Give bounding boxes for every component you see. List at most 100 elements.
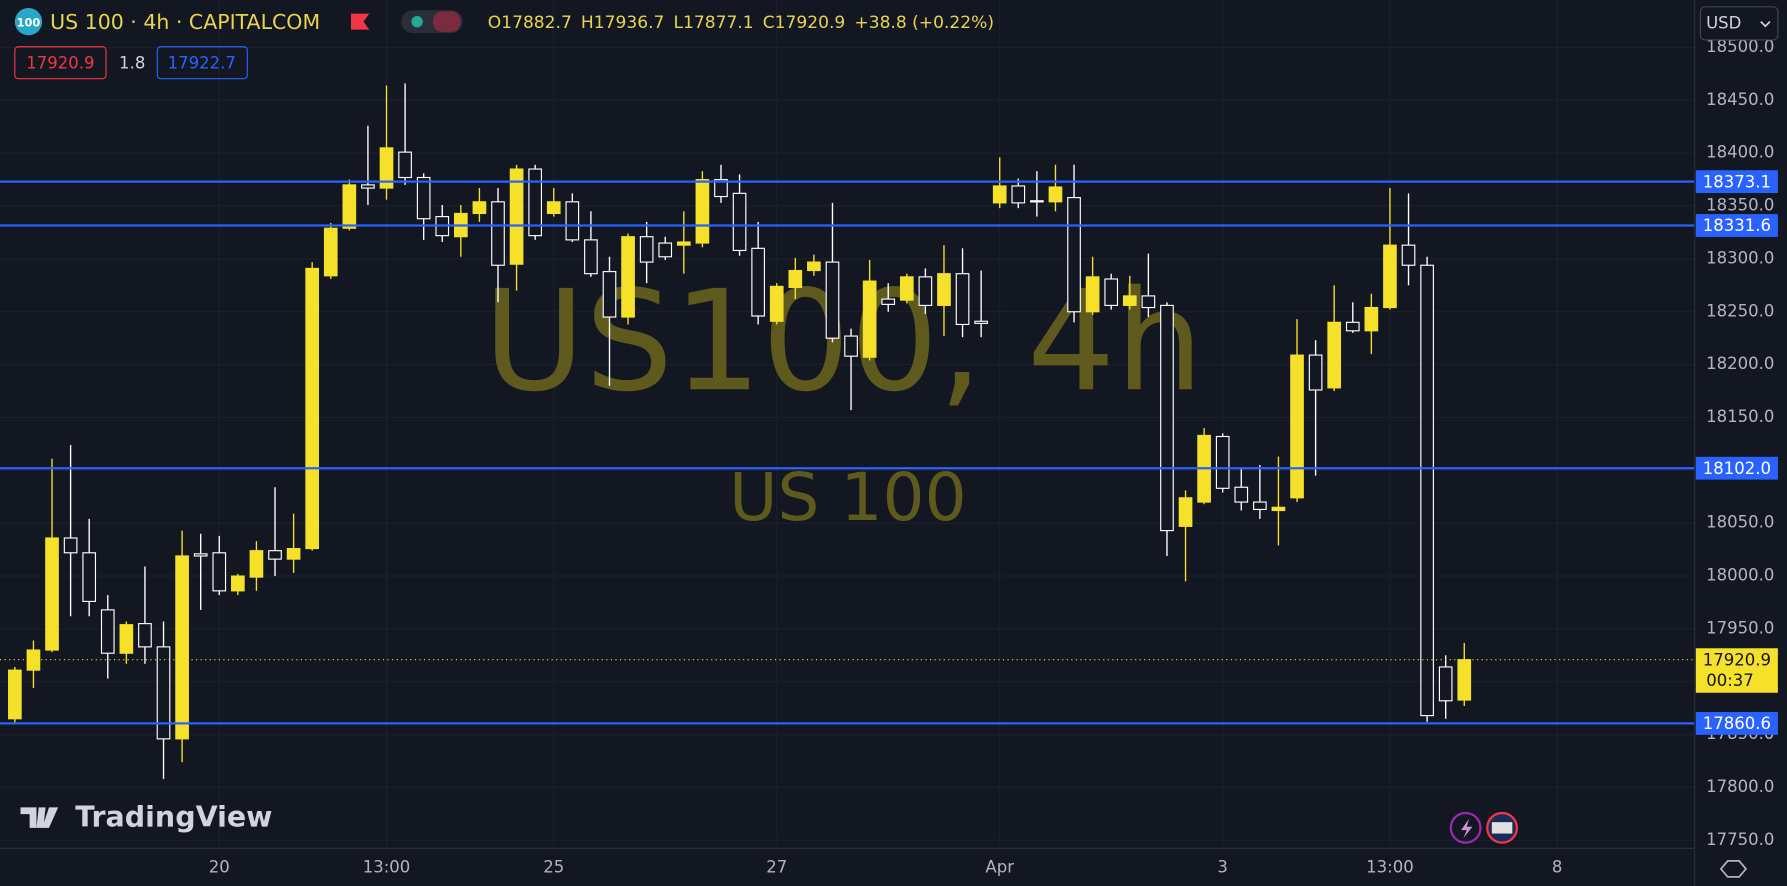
flag-icon[interactable] xyxy=(351,13,370,30)
candle-body xyxy=(491,201,505,266)
candle-body xyxy=(1160,304,1174,532)
candle-body xyxy=(323,227,338,277)
candle-body xyxy=(1122,295,1137,306)
candle-body xyxy=(974,320,988,324)
candle-body xyxy=(100,609,115,654)
y-tick-label: 18300.0 xyxy=(1706,248,1774,267)
candle-body xyxy=(82,552,97,602)
ohlc-letter: O xyxy=(488,13,501,33)
ask-box[interactable] xyxy=(156,46,248,80)
candle-body xyxy=(1215,435,1230,489)
candle-body xyxy=(26,649,41,671)
y-tick-label: 18150.0 xyxy=(1706,407,1774,426)
symbol-badge xyxy=(14,7,43,36)
candle-body xyxy=(1420,264,1434,717)
level-label-box xyxy=(1695,712,1778,735)
candle-body xyxy=(212,552,227,592)
ohlc-value: 17920.9 xyxy=(775,13,846,33)
ohlc-value: 17936.7 xyxy=(594,13,665,33)
candle-body xyxy=(1178,497,1193,527)
y-tick-label: 17800.0 xyxy=(1706,777,1774,796)
candle-body xyxy=(621,236,635,318)
candle-body xyxy=(602,271,617,318)
candle-body xyxy=(1327,321,1342,389)
y-tick-label: 18250.0 xyxy=(1706,301,1774,320)
candle-body xyxy=(1067,197,1081,313)
x-tick-label: 13:00 xyxy=(1366,857,1414,876)
bid[interactable]: 17920.9 xyxy=(26,53,94,72)
candle-body xyxy=(918,276,933,306)
y-tick-label: 18000.0 xyxy=(1706,566,1774,585)
candle-body xyxy=(1085,276,1100,313)
x-tick-label: 3 xyxy=(1217,857,1228,876)
flag-stripes xyxy=(1491,822,1513,834)
level-label: 18331.6 xyxy=(1703,216,1771,235)
candle-body xyxy=(1438,666,1453,702)
candles xyxy=(0,83,1695,780)
candle-body xyxy=(1104,278,1119,306)
ohlc-letter: H xyxy=(581,13,594,33)
candle-body xyxy=(695,179,710,244)
y-tick-label: 17950.0 xyxy=(1706,618,1774,637)
ohlc-value: 17882.7 xyxy=(501,13,572,33)
event-bolt xyxy=(1461,818,1473,839)
y-tick-label: 18350.0 xyxy=(1706,196,1774,215)
y-tick-label: 17750.0 xyxy=(1706,830,1774,849)
chevron xyxy=(1760,21,1771,28)
status-wave xyxy=(433,11,461,32)
ohlc-letter: L xyxy=(674,13,684,33)
event-icon[interactable] xyxy=(1449,811,1482,844)
y-tick-label: 18050.0 xyxy=(1706,513,1774,532)
candle-body xyxy=(639,236,654,263)
candle-body xyxy=(1048,186,1063,203)
candle-body xyxy=(584,239,598,275)
candle-body xyxy=(714,179,728,198)
candle-body xyxy=(658,242,673,258)
candle-body xyxy=(862,280,877,358)
candle-body xyxy=(1383,244,1397,309)
candle-body xyxy=(565,201,580,241)
settings-icon[interactable] xyxy=(1719,860,1748,878)
candle-body xyxy=(1290,354,1304,499)
candle-body xyxy=(807,261,821,272)
y-tick-label: 18200.0 xyxy=(1706,354,1774,373)
candle-body xyxy=(416,176,431,220)
candle-body xyxy=(881,298,896,305)
candle-body xyxy=(8,669,22,720)
candle-body xyxy=(1011,185,1026,204)
candle-body xyxy=(937,273,951,306)
countdown: 00:37 xyxy=(1706,671,1754,690)
candle-body xyxy=(156,646,171,740)
x-tick-label: 8 xyxy=(1552,857,1563,876)
logo-text[interactable]: TradingView xyxy=(75,801,272,834)
last-price-box xyxy=(1695,648,1778,693)
logo-icon xyxy=(20,807,59,828)
candle-body xyxy=(509,168,524,265)
candle-body xyxy=(1141,295,1156,309)
candle-body xyxy=(398,151,412,179)
bid-box[interactable] xyxy=(14,46,107,80)
candle-body xyxy=(1308,354,1323,391)
candle-body xyxy=(1345,321,1360,332)
status-dot xyxy=(411,15,423,28)
candle-body xyxy=(286,547,301,560)
level-label-box xyxy=(1695,214,1778,237)
candle-body xyxy=(899,276,914,301)
candle-body xyxy=(305,267,320,550)
candle-body xyxy=(63,537,78,554)
currency-button[interactable] xyxy=(1699,6,1779,41)
candle-body xyxy=(844,335,858,357)
last-price-label: 17920.9 xyxy=(1703,650,1771,669)
symbol-title[interactable]: US 100 · 4h · CAPITALCOM xyxy=(50,10,320,34)
ohlc-values: O17882.7 H17936.7 L17877.1 C17920.9 +38.8 (+… xyxy=(488,13,994,33)
currency[interactable]: USD xyxy=(1706,13,1741,32)
candle-body xyxy=(231,575,245,592)
watermark-subtitle: US 100 xyxy=(729,459,966,536)
x-tick-label: 20 xyxy=(209,857,230,876)
grid xyxy=(0,0,1695,848)
ask[interactable]: 17922.7 xyxy=(168,53,236,72)
change: +38.8 (+0.22%) xyxy=(854,13,994,33)
candle-body xyxy=(193,553,208,557)
